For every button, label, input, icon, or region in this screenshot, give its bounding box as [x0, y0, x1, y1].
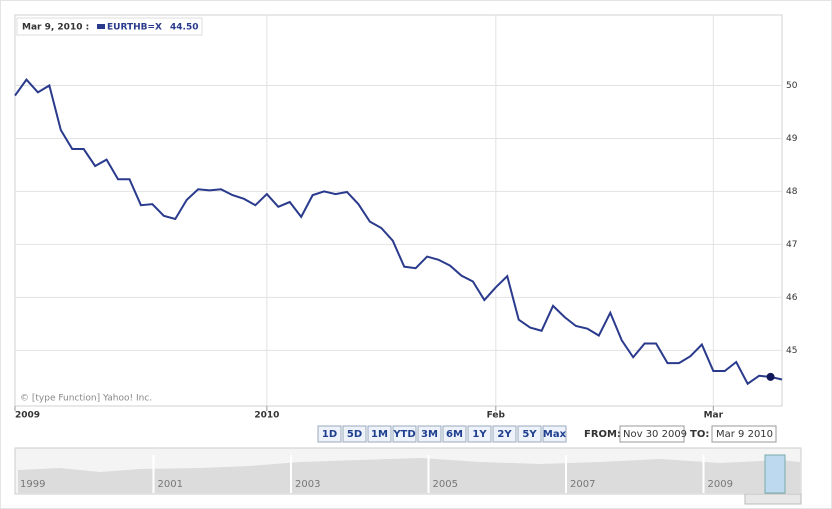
button-label: 1D [322, 429, 337, 440]
range-button[interactable]: 5Y [517, 425, 542, 443]
range-button[interactable]: 1M [367, 425, 392, 443]
button-label: Max [543, 429, 567, 440]
to-value: Mar 9 2010 [716, 429, 773, 440]
button-bg [342, 425, 367, 443]
range-button[interactable]: 3M [417, 425, 442, 443]
navigator-window[interactable] [764, 454, 786, 494]
y-tick-label: 46 [786, 293, 798, 303]
range-button[interactable]: 1D [317, 425, 342, 443]
line [14, 78, 783, 386]
legend-date: Mar 9, 2010 : [22, 23, 89, 33]
button-label: 3M [421, 429, 438, 440]
range-button[interactable]: 2Y [492, 425, 517, 443]
button-bg [492, 425, 517, 443]
x-tick-label: 2010 [254, 411, 279, 421]
button-bg [367, 425, 392, 443]
y-tick-label: 45 [786, 346, 797, 356]
y-tick-label: 50 [786, 81, 798, 91]
to-input[interactable] [711, 425, 777, 443]
button-label: 5D [347, 429, 362, 440]
scrollbar[interactable] [744, 493, 802, 505]
from-label: FROM: [584, 429, 621, 440]
navigator-label: 1999 [20, 479, 45, 490]
x-tick-label: Feb [487, 411, 506, 421]
button-bg [417, 425, 442, 443]
button-bg [442, 425, 467, 443]
navigator-label: 2007 [570, 479, 595, 490]
x-tick-label: Mar [704, 411, 724, 421]
button-label: 6M [446, 429, 463, 440]
y-tick-label: 47 [786, 240, 797, 250]
button-bg [517, 425, 542, 443]
range-button[interactable]: 1Y [467, 425, 492, 443]
y-tick-label: 49 [786, 134, 798, 144]
x-tick-label: 2009 [15, 411, 40, 421]
button-label: 1Y [472, 429, 487, 440]
navigator-label: 2005 [433, 479, 458, 490]
button-label: 1M [371, 429, 388, 440]
legend-swatch [97, 24, 105, 29]
navigator-label: 2001 [158, 479, 183, 490]
legend-name: EURTHB=X [107, 23, 162, 33]
navigator-label: 2009 [708, 479, 733, 490]
button-bg [542, 425, 567, 443]
navigator-label: 2003 [295, 479, 320, 490]
range-button[interactable]: Max [542, 425, 567, 443]
legend-box [16, 17, 203, 36]
legend-value: 44.50 [170, 23, 198, 33]
watermark: © [type Function] Yahoo! Inc. [20, 394, 152, 404]
y-tick-label: 48 [786, 187, 798, 197]
button-bg [467, 425, 492, 443]
button-bg [392, 425, 417, 443]
button-label: 5Y [522, 429, 537, 440]
range-button[interactable]: 5D [342, 425, 367, 443]
button-bg [317, 425, 342, 443]
range-button[interactable]: 6M [442, 425, 467, 443]
to-label: TO: [690, 429, 709, 440]
range-button[interactable]: YTD [392, 425, 417, 443]
button-label: 2Y [497, 429, 512, 440]
navigator-area [18, 458, 800, 493]
current-point [766, 372, 775, 381]
plot-area [14, 14, 783, 407]
from-value: Nov 30 2009 [623, 429, 687, 440]
button-label: YTD [392, 429, 415, 440]
from-input[interactable] [619, 425, 685, 443]
